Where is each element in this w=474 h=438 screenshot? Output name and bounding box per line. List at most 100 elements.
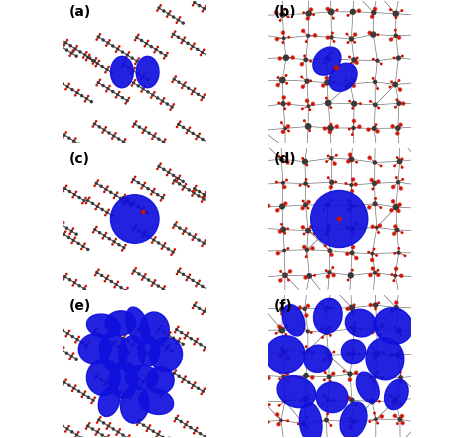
Circle shape bbox=[193, 343, 196, 346]
Circle shape bbox=[353, 321, 356, 325]
Circle shape bbox=[80, 94, 83, 97]
Circle shape bbox=[278, 404, 281, 407]
Circle shape bbox=[328, 325, 332, 329]
Circle shape bbox=[65, 427, 69, 431]
Circle shape bbox=[201, 285, 205, 288]
Circle shape bbox=[332, 81, 335, 84]
Ellipse shape bbox=[304, 345, 332, 372]
Circle shape bbox=[97, 179, 99, 182]
Circle shape bbox=[124, 346, 127, 348]
Circle shape bbox=[108, 237, 111, 240]
Circle shape bbox=[120, 143, 123, 146]
Circle shape bbox=[161, 343, 164, 346]
Circle shape bbox=[286, 373, 289, 375]
Circle shape bbox=[375, 226, 379, 230]
Circle shape bbox=[188, 233, 191, 236]
Ellipse shape bbox=[283, 304, 305, 336]
Circle shape bbox=[329, 334, 332, 337]
Circle shape bbox=[377, 180, 380, 183]
Circle shape bbox=[52, 184, 55, 186]
Circle shape bbox=[374, 350, 380, 357]
Circle shape bbox=[255, 248, 262, 254]
Circle shape bbox=[349, 36, 354, 42]
Circle shape bbox=[146, 352, 149, 355]
Text: (d): (d) bbox=[273, 152, 296, 166]
Circle shape bbox=[103, 384, 106, 387]
Circle shape bbox=[274, 11, 277, 14]
Circle shape bbox=[381, 415, 383, 418]
Circle shape bbox=[100, 378, 103, 381]
Circle shape bbox=[351, 57, 357, 63]
Circle shape bbox=[101, 339, 104, 342]
Circle shape bbox=[49, 42, 52, 45]
Circle shape bbox=[191, 239, 194, 241]
Circle shape bbox=[111, 90, 115, 93]
Circle shape bbox=[150, 96, 153, 99]
Circle shape bbox=[196, 135, 200, 138]
Circle shape bbox=[358, 353, 361, 356]
Circle shape bbox=[323, 127, 326, 130]
Circle shape bbox=[396, 55, 401, 60]
Circle shape bbox=[322, 208, 325, 211]
Circle shape bbox=[174, 30, 176, 33]
Circle shape bbox=[85, 427, 87, 430]
Text: (f): (f) bbox=[273, 299, 292, 313]
Circle shape bbox=[144, 182, 146, 184]
Circle shape bbox=[112, 342, 116, 346]
Circle shape bbox=[352, 78, 356, 82]
Circle shape bbox=[126, 391, 128, 393]
Circle shape bbox=[380, 165, 383, 167]
Circle shape bbox=[374, 135, 377, 139]
Circle shape bbox=[304, 149, 310, 155]
Circle shape bbox=[54, 224, 57, 227]
Circle shape bbox=[97, 418, 100, 422]
Circle shape bbox=[88, 196, 91, 199]
Circle shape bbox=[169, 109, 172, 111]
Circle shape bbox=[370, 32, 376, 38]
Circle shape bbox=[73, 193, 76, 196]
Circle shape bbox=[95, 328, 98, 330]
Circle shape bbox=[283, 107, 286, 110]
Circle shape bbox=[282, 295, 288, 302]
Circle shape bbox=[330, 52, 333, 54]
Circle shape bbox=[374, 417, 378, 421]
Circle shape bbox=[59, 49, 61, 51]
Circle shape bbox=[99, 416, 102, 419]
Circle shape bbox=[90, 100, 93, 103]
Circle shape bbox=[198, 190, 201, 193]
Circle shape bbox=[182, 272, 185, 276]
Circle shape bbox=[167, 12, 171, 16]
Circle shape bbox=[60, 424, 64, 427]
Circle shape bbox=[152, 430, 155, 433]
Circle shape bbox=[138, 125, 141, 129]
Circle shape bbox=[309, 60, 312, 63]
Circle shape bbox=[141, 184, 145, 187]
Circle shape bbox=[399, 403, 402, 406]
Circle shape bbox=[85, 59, 87, 61]
Circle shape bbox=[302, 396, 309, 402]
Circle shape bbox=[286, 357, 289, 359]
Circle shape bbox=[392, 403, 395, 406]
Circle shape bbox=[132, 125, 134, 128]
Circle shape bbox=[211, 319, 214, 321]
Circle shape bbox=[323, 329, 330, 335]
Circle shape bbox=[140, 352, 142, 354]
Circle shape bbox=[157, 165, 161, 168]
Circle shape bbox=[352, 246, 355, 248]
Circle shape bbox=[346, 41, 349, 44]
Circle shape bbox=[162, 9, 165, 13]
Circle shape bbox=[180, 42, 183, 44]
Circle shape bbox=[279, 353, 283, 358]
Circle shape bbox=[291, 56, 294, 59]
Circle shape bbox=[369, 304, 372, 307]
Circle shape bbox=[260, 305, 265, 310]
Circle shape bbox=[391, 309, 394, 311]
Circle shape bbox=[110, 71, 114, 74]
Circle shape bbox=[164, 285, 166, 288]
Circle shape bbox=[120, 339, 123, 342]
Circle shape bbox=[286, 125, 290, 128]
Circle shape bbox=[359, 102, 362, 105]
Circle shape bbox=[282, 145, 288, 151]
Circle shape bbox=[72, 227, 74, 230]
Circle shape bbox=[72, 284, 74, 287]
